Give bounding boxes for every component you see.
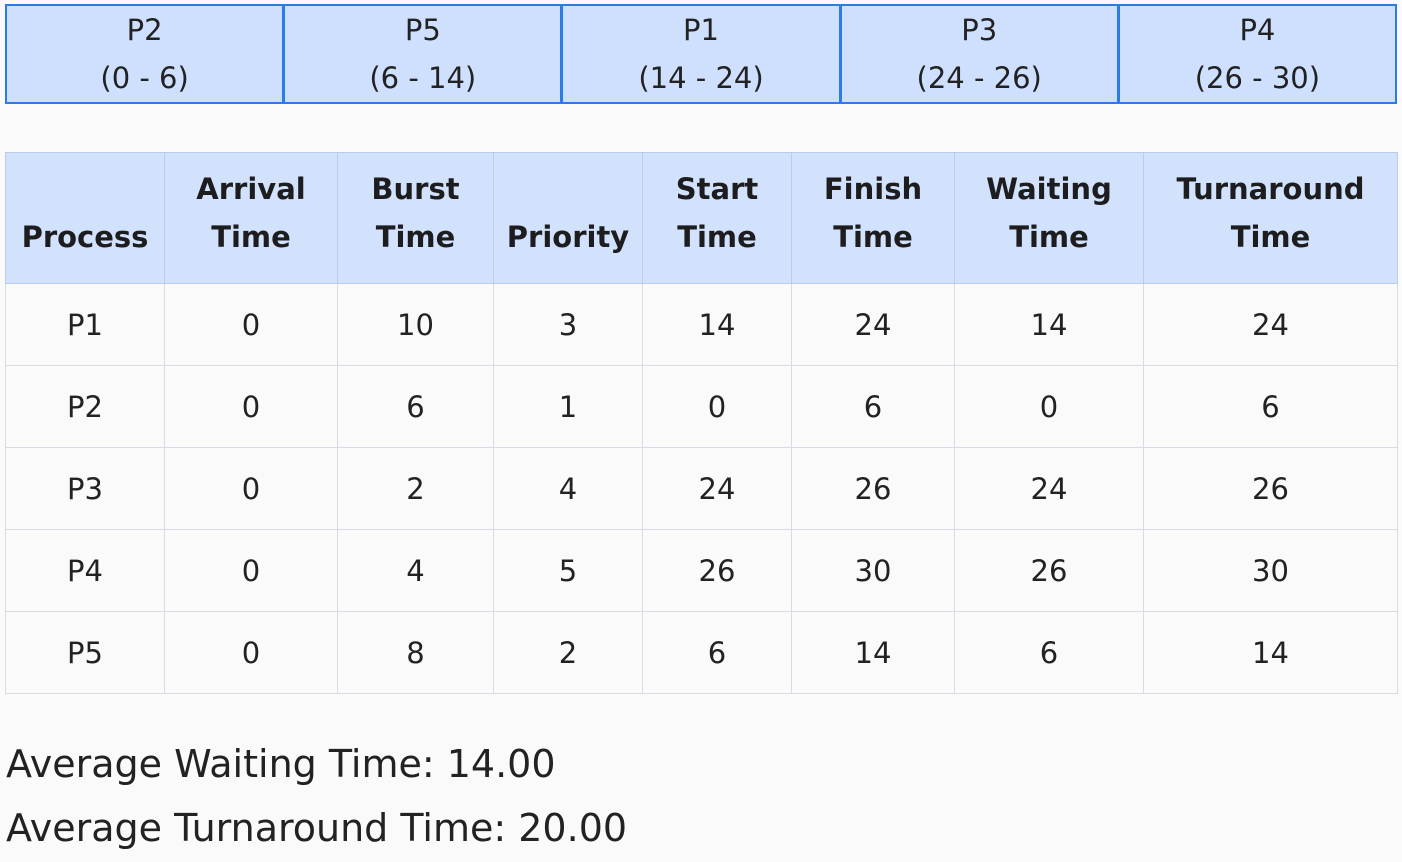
- column-header-arrival-time: Arrival Time: [164, 152, 338, 284]
- gantt-process-label: P5: [404, 13, 441, 47]
- cell-arrival-time: 0: [164, 529, 338, 612]
- gantt-block-p2: P2 (0 - 6): [5, 4, 285, 104]
- cell-process: P3: [5, 447, 165, 530]
- column-header-finish-time: Finish Time: [791, 152, 955, 284]
- cell-process: P2: [5, 365, 165, 448]
- table-header-row: Process Arrival Time Burst Time Priority S…: [5, 152, 1398, 284]
- cell-turnaround-time: 24: [1143, 283, 1398, 366]
- cell-burst-time: 4: [337, 529, 494, 612]
- gantt-time-range: (6 - 14): [369, 61, 477, 95]
- cell-turnaround-time: 6: [1143, 365, 1398, 448]
- column-header-priority: Priority: [493, 152, 643, 284]
- process-results-table: Process Arrival Time Burst Time Priority S…: [5, 152, 1398, 694]
- table-row: P3 0 2 4 24 26 24 26: [5, 447, 1398, 530]
- gantt-process-label: P4: [1239, 13, 1276, 47]
- cell-finish-time: 14: [791, 611, 955, 694]
- column-header-turnaround-time: Turnaround Time: [1143, 152, 1398, 284]
- cell-burst-time: 2: [337, 447, 494, 530]
- cell-waiting-time: 0: [954, 365, 1144, 448]
- cell-priority: 5: [493, 529, 643, 612]
- gantt-block-p4: P4 (26 - 30): [1117, 4, 1398, 104]
- cell-priority: 3: [493, 283, 643, 366]
- cell-turnaround-time: 26: [1143, 447, 1398, 530]
- cell-turnaround-time: 14: [1143, 611, 1398, 694]
- table-row: P5 0 8 2 6 14 6 14: [5, 611, 1398, 694]
- cell-waiting-time: 26: [954, 529, 1144, 612]
- average-waiting-time: Average Waiting Time: 14.00: [6, 742, 556, 786]
- cell-waiting-time: 14: [954, 283, 1144, 366]
- cell-process: P1: [5, 283, 165, 366]
- cell-start-time: 26: [642, 529, 792, 612]
- cell-start-time: 14: [642, 283, 792, 366]
- table-row: P2 0 6 1 0 6 0 6: [5, 365, 1398, 448]
- gantt-process-label: P2: [126, 13, 163, 47]
- average-turnaround-time: Average Turnaround Time: 20.00: [6, 806, 628, 850]
- cell-waiting-time: 6: [954, 611, 1144, 694]
- column-header-waiting-time: Waiting Time: [954, 152, 1144, 284]
- cell-start-time: 6: [642, 611, 792, 694]
- gantt-block-p1: P1 (14 - 24): [561, 4, 841, 104]
- table-row: P1 0 10 3 14 24 14 24: [5, 283, 1398, 366]
- cell-arrival-time: 0: [164, 447, 338, 530]
- gantt-time-range: (0 - 6): [100, 61, 189, 95]
- gantt-process-label: P3: [961, 13, 998, 47]
- cell-burst-time: 10: [337, 283, 494, 366]
- gantt-chart: P2 (0 - 6) P5 (6 - 14) P1 (14 - 24) P3 (…: [5, 4, 1398, 104]
- cell-finish-time: 6: [791, 365, 955, 448]
- cell-process: P4: [5, 529, 165, 612]
- cell-arrival-time: 0: [164, 283, 338, 366]
- cell-priority: 4: [493, 447, 643, 530]
- cell-waiting-time: 24: [954, 447, 1144, 530]
- cell-burst-time: 8: [337, 611, 494, 694]
- cell-priority: 2: [493, 611, 643, 694]
- gantt-block-p3: P3 (24 - 26): [839, 4, 1119, 104]
- cell-finish-time: 30: [791, 529, 955, 612]
- table-row: P4 0 4 5 26 30 26 30: [5, 529, 1398, 612]
- gantt-process-label: P1: [683, 13, 719, 47]
- cell-start-time: 24: [642, 447, 792, 530]
- cell-burst-time: 6: [337, 365, 494, 448]
- column-header-process: Process: [5, 152, 165, 284]
- cell-priority: 1: [493, 365, 643, 448]
- column-header-burst-time: Burst Time: [337, 152, 494, 284]
- cell-arrival-time: 0: [164, 611, 338, 694]
- cell-arrival-time: 0: [164, 365, 338, 448]
- gantt-time-range: (14 - 24): [638, 61, 764, 95]
- cell-finish-time: 24: [791, 283, 955, 366]
- column-header-start-time: Start Time: [642, 152, 792, 284]
- gantt-block-p5: P5 (6 - 14): [283, 4, 563, 104]
- cell-turnaround-time: 30: [1143, 529, 1398, 612]
- cell-start-time: 0: [642, 365, 792, 448]
- cell-process: P5: [5, 611, 165, 694]
- cell-finish-time: 26: [791, 447, 955, 530]
- gantt-time-range: (24 - 26): [916, 61, 1042, 95]
- gantt-time-range: (26 - 30): [1194, 61, 1321, 95]
